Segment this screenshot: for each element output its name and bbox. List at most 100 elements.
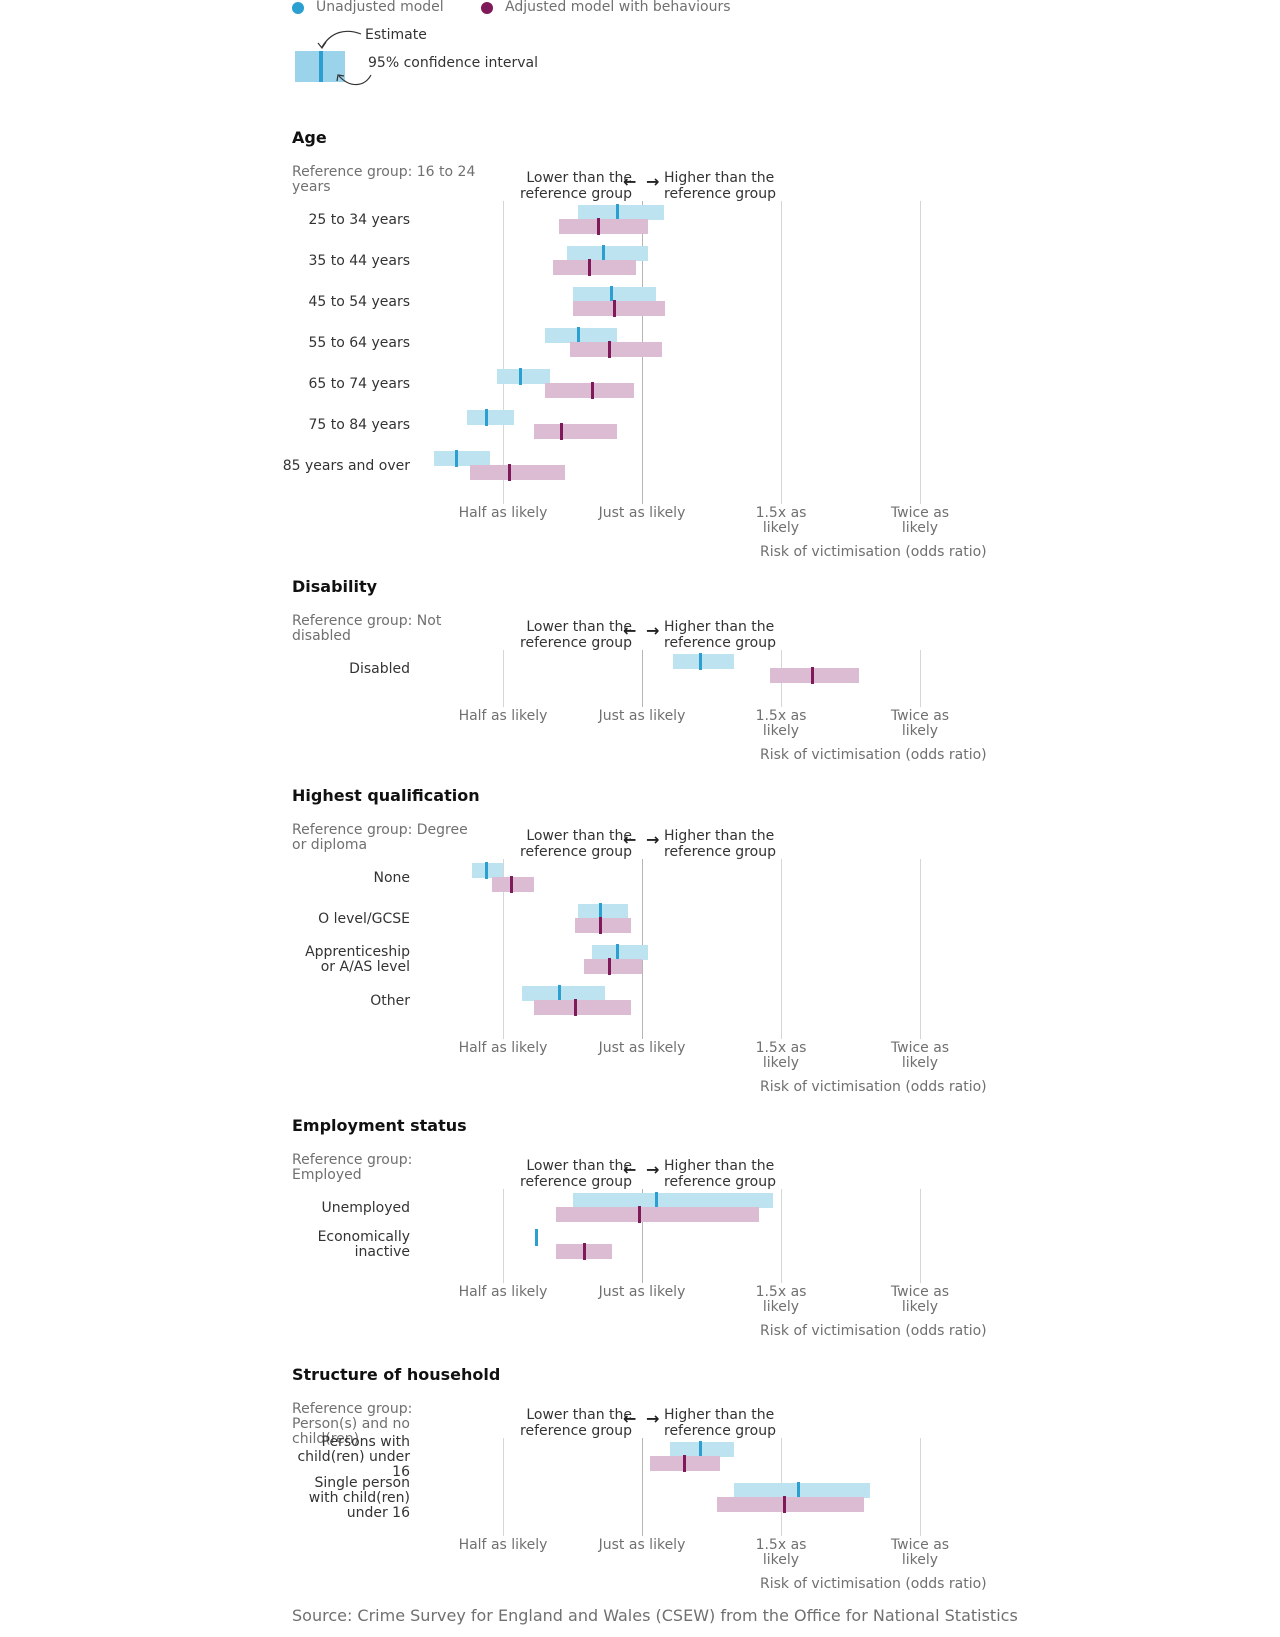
left-arrow-icon: ← — [623, 172, 637, 191]
gridline-3 — [920, 1189, 921, 1283]
tick-label-3: Twice as likely — [890, 505, 950, 536]
tick-label-2: 1.5x as likely — [755, 1040, 807, 1071]
category-label-line: child(ren) under — [297, 1449, 410, 1465]
category-label: O level/GCSE — [318, 911, 410, 927]
category-label-line: Apprenticeship — [305, 944, 410, 960]
category-label: 35 to 44 years — [308, 253, 410, 269]
direction-lower-label: Lower than the reference group — [520, 619, 632, 651]
left-arrow-icon: ← — [623, 830, 637, 849]
gridline-1 — [642, 1189, 643, 1283]
estimate-marker-adj — [608, 341, 611, 358]
gridline-3 — [920, 201, 921, 504]
gridline-1 — [642, 650, 643, 707]
category-label: 65 to 74 years — [308, 376, 410, 392]
gridline-0 — [503, 650, 504, 707]
estimate-marker-adj — [583, 1243, 586, 1260]
category-label-line: under 16 — [346, 1505, 410, 1521]
category-label: Single person with child(ren) under 16 — [260, 1476, 410, 1521]
ci-bar-adj — [534, 424, 617, 439]
ci-bar-unadj — [573, 1193, 773, 1208]
key-estimate-label: Estimate — [365, 27, 427, 43]
tick-label-0: Half as likely — [458, 1284, 548, 1300]
right-arrow-icon: → — [646, 172, 660, 191]
direction-lower-label: Lower than the reference group — [520, 1407, 632, 1439]
estimate-marker-unadj — [485, 862, 488, 879]
direction-lower-label: Lower than the reference group — [520, 1158, 632, 1190]
key-arrows — [317, 30, 372, 86]
ci-bar-unadj — [578, 904, 628, 919]
ci-bar-adj — [545, 383, 634, 398]
ci-bar-unadj — [592, 945, 648, 960]
reference-group-label: Reference group: Degree or diploma — [292, 822, 468, 853]
key-estimate-line — [319, 51, 323, 82]
estimate-marker-unadj — [616, 944, 619, 961]
category-label: Economically inactive — [260, 1230, 410, 1260]
ci-bar-adj — [470, 465, 565, 480]
reference-group-label: Reference group: 16 to 24 years — [292, 164, 476, 195]
gridline-2 — [781, 859, 782, 1039]
gridline-0 — [503, 201, 504, 504]
panel-title: Structure of household — [292, 1365, 501, 1384]
estimate-marker-unadj — [616, 204, 619, 221]
category-label: 75 to 84 years — [308, 417, 410, 433]
left-arrow-icon: ← — [623, 1409, 637, 1428]
tick-label-0: Half as likely — [458, 708, 548, 724]
tick-label-0: Half as likely — [458, 1040, 548, 1056]
estimate-marker-unadj — [485, 409, 488, 426]
ci-bar-unadj — [670, 1442, 734, 1457]
ci-bar-adj — [584, 959, 642, 974]
panel-title: Highest qualification — [292, 786, 480, 805]
axis-title: Risk of victimisation (odds ratio) — [760, 1576, 987, 1592]
tick-label-2: 1.5x as likely — [755, 708, 807, 739]
tick-label-1: Just as likely — [598, 1040, 686, 1056]
ci-bar-adj — [556, 1207, 759, 1222]
right-arrow-icon: → — [646, 830, 660, 849]
category-label: Unemployed — [321, 1200, 411, 1216]
category-label-line: inactive — [354, 1244, 410, 1260]
category-label-line: or A/AS level — [320, 959, 410, 975]
category-label: Disabled — [349, 661, 410, 677]
estimate-key: Estimate 95% confidence interval — [295, 26, 555, 92]
estimate-marker-adj — [683, 1455, 686, 1472]
ci-bar-adj — [553, 260, 636, 275]
ci-bar-adj — [492, 877, 534, 892]
ci-bar-unadj — [578, 205, 664, 220]
ci-bar-unadj — [434, 451, 490, 466]
estimate-marker-adj — [599, 917, 602, 934]
right-arrow-icon: → — [646, 1160, 660, 1179]
estimate-marker-adj — [608, 958, 611, 975]
left-arrow-icon: ← — [623, 621, 637, 640]
legend-dot-unadjusted — [292, 2, 304, 14]
direction-higher-label: Higher than the reference group — [664, 170, 776, 202]
reference-group-label: Reference group: Not disabled — [292, 613, 442, 644]
direction-higher-label: Higher than the reference group — [664, 1407, 776, 1439]
ci-bar-unadj — [545, 328, 617, 343]
tick-label-3: Twice as likely — [890, 1040, 950, 1071]
estimate-marker-adj — [783, 1496, 786, 1513]
ci-bar-adj — [573, 301, 665, 316]
ci-bar-adj — [717, 1497, 864, 1512]
estimate-marker-unadj — [602, 245, 605, 262]
gridline-2 — [781, 201, 782, 504]
category-label: 85 years and over — [282, 458, 410, 474]
category-label-line: Single person — [314, 1475, 410, 1491]
estimate-marker-unadj — [577, 327, 580, 344]
gridline-0 — [503, 859, 504, 1039]
tick-label-1: Just as likely — [598, 505, 686, 521]
estimate-marker-unadj — [655, 1192, 658, 1209]
reference-group-label: Reference group: Employed — [292, 1152, 413, 1183]
panel-title: Employment status — [292, 1116, 467, 1135]
ci-bar-unadj — [673, 654, 734, 669]
ci-bar-unadj — [497, 369, 550, 384]
estimate-marker-unadj — [558, 985, 561, 1002]
tick-label-2: 1.5x as likely — [755, 1284, 807, 1315]
axis-title: Risk of victimisation (odds ratio) — [760, 1323, 987, 1339]
legend-label-unadjusted: Unadjusted model — [316, 0, 444, 15]
right-arrow-icon: → — [646, 621, 660, 640]
category-label: Persons with child(ren) under 16 — [260, 1435, 410, 1480]
right-arrow-icon: → — [646, 1409, 660, 1428]
axis-title: Risk of victimisation (odds ratio) — [760, 747, 987, 763]
reference-group-label: Reference group: Person(s) and no child(… — [292, 1401, 413, 1447]
tick-label-1: Just as likely — [598, 1537, 686, 1553]
estimate-marker-unadj — [699, 653, 702, 670]
